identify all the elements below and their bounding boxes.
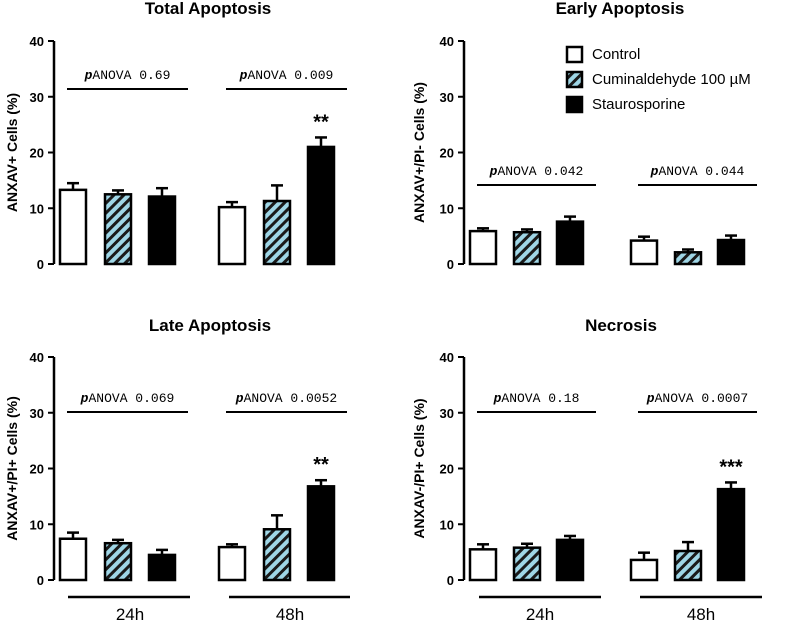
anova-text: ANOVA 0.0052 bbox=[244, 391, 338, 406]
y-tick-label: 40 bbox=[30, 34, 44, 49]
y-tick-label: 30 bbox=[30, 406, 44, 421]
y-tick-label: 10 bbox=[30, 517, 44, 532]
group-label-48h-left: 48h bbox=[276, 605, 304, 624]
panel-late-apoptosis: Late Apoptosis ANXAV+/PI+ Cells (%) 0 10 20 3… bbox=[4, 316, 347, 588]
bar-cuminaldehyde-48h bbox=[673, 549, 703, 582]
y-tick-label: 20 bbox=[440, 146, 454, 161]
bar-cuminaldehyde-24h bbox=[103, 541, 133, 582]
bar-staurosporine-48h bbox=[716, 487, 746, 582]
anova-p-symbol: p bbox=[239, 68, 248, 83]
y-tick-label: 30 bbox=[440, 406, 454, 421]
group-label-24h-left: 24h bbox=[116, 605, 144, 624]
anova-label: pANOVA 0.18 bbox=[493, 391, 580, 406]
significance-marker: ** bbox=[313, 454, 329, 476]
chart-title: Necrosis bbox=[585, 316, 657, 335]
panel-total-apoptosis: Total Apoptosis ANXAV+ Cells (%) 0 10 20 30 40… bbox=[4, 0, 347, 272]
anova-p-symbol: p bbox=[235, 391, 244, 406]
anova-label: pANOVA 0.69 bbox=[84, 68, 171, 83]
legend-label-cuminaldehyde: Cuminaldehyde 100 µM bbox=[592, 71, 751, 88]
bar-cuminaldehyde-24h bbox=[512, 546, 542, 582]
bar-control-24h bbox=[468, 548, 498, 582]
y-tick-label: 0 bbox=[447, 257, 454, 272]
y-tick-label: 40 bbox=[440, 34, 454, 49]
bar-control-48h bbox=[217, 545, 247, 582]
legend-swatch-staurosporine bbox=[565, 95, 584, 114]
legend-swatch-cuminaldehyde bbox=[565, 70, 584, 89]
bar-control-24h bbox=[58, 188, 88, 266]
group-axis-right: 24h 48h bbox=[479, 595, 762, 624]
legend-swatch-control bbox=[565, 45, 584, 64]
bar-staurosporine-24h bbox=[555, 220, 585, 266]
anova-label: pANOVA 0.0052 bbox=[235, 391, 337, 406]
anova-p-symbol: p bbox=[489, 164, 498, 179]
y-tick-label: 10 bbox=[440, 201, 454, 216]
anova-label: pANOVA 0.042 bbox=[489, 164, 584, 179]
panel-early-apoptosis: Early Apoptosis ANXAV+/PI- Cells (%) 0 10 20… bbox=[411, 0, 757, 272]
y-tick-label: 10 bbox=[30, 201, 44, 216]
bar-cuminaldehyde-48h bbox=[262, 528, 292, 582]
bar-cuminaldehyde-24h bbox=[103, 193, 133, 266]
anova-p-symbol: p bbox=[646, 391, 655, 406]
y-axis-label: ANXAV+/PI+ Cells (%) bbox=[4, 396, 20, 540]
bar-staurosporine-48h bbox=[306, 145, 336, 266]
group-axis-left: 24h 48h bbox=[68, 595, 350, 624]
y-tick-label: 40 bbox=[30, 350, 44, 365]
bar-staurosporine-24h bbox=[555, 538, 585, 582]
y-tick-label: 30 bbox=[440, 90, 454, 105]
y-tick-label: 0 bbox=[37, 573, 44, 588]
anova-text: ANOVA 0.0007 bbox=[655, 391, 749, 406]
anova-p-symbol: p bbox=[84, 68, 93, 83]
significance-marker: *** bbox=[719, 456, 743, 478]
bar-staurosporine-48h bbox=[716, 238, 746, 266]
chart-title: Total Apoptosis bbox=[145, 0, 272, 18]
legend-label-control: Control bbox=[592, 46, 640, 63]
y-axis-label: ANXAV+ Cells (%) bbox=[4, 93, 20, 212]
bar-control-48h bbox=[629, 558, 659, 582]
significance-marker: ** bbox=[313, 111, 329, 133]
y-tick-label: 0 bbox=[37, 257, 44, 272]
anova-p-symbol: p bbox=[493, 391, 502, 406]
anova-text: ANOVA 0.009 bbox=[247, 68, 333, 83]
anova-text: ANOVA 0.069 bbox=[88, 391, 174, 406]
chart-title: Early Apoptosis bbox=[556, 0, 685, 18]
y-tick-label: 0 bbox=[447, 573, 454, 588]
y-axis-label: ANXAV-/PI+ Cells (%) bbox=[411, 398, 427, 538]
group-label-24h-right: 24h bbox=[526, 605, 554, 624]
anova-p-symbol: p bbox=[80, 391, 89, 406]
anova-label: pANOVA 0.009 bbox=[239, 68, 334, 83]
anova-label: pANOVA 0.069 bbox=[80, 391, 175, 406]
chart-title: Late Apoptosis bbox=[149, 316, 271, 335]
y-axis-label: ANXAV+/PI- Cells (%) bbox=[411, 82, 427, 223]
anova-text: ANOVA 0.042 bbox=[497, 164, 583, 179]
bar-cuminaldehyde-48h bbox=[673, 251, 703, 266]
y-tick-label: 10 bbox=[440, 517, 454, 532]
bar-staurosporine-24h bbox=[147, 553, 177, 582]
y-tick-label: 20 bbox=[440, 462, 454, 477]
bar-cuminaldehyde-24h bbox=[512, 230, 542, 266]
anova-label: pANOVA 0.0007 bbox=[646, 391, 748, 406]
bar-staurosporine-48h bbox=[306, 485, 336, 582]
legend: Control Cuminaldehyde 100 µM Staurospori… bbox=[565, 45, 751, 114]
group-label-48h-right: 48h bbox=[687, 605, 715, 624]
bar-control-48h bbox=[629, 239, 659, 266]
legend-label-staurosporine: Staurosporine bbox=[592, 96, 685, 113]
y-tick-label: 20 bbox=[30, 462, 44, 477]
anova-p-symbol: p bbox=[650, 164, 659, 179]
bar-control-48h bbox=[217, 205, 247, 266]
y-tick-label: 30 bbox=[30, 90, 44, 105]
y-tick-label: 20 bbox=[30, 146, 44, 161]
anova-label: pANOVA 0.044 bbox=[650, 164, 745, 179]
bar-control-24h bbox=[58, 537, 88, 582]
anova-text: ANOVA 0.044 bbox=[658, 164, 744, 179]
bar-cuminaldehyde-48h bbox=[262, 199, 292, 266]
bar-control-24h bbox=[468, 229, 498, 266]
anova-text: ANOVA 0.69 bbox=[92, 68, 170, 83]
bar-staurosporine-24h bbox=[147, 195, 177, 266]
y-tick-label: 40 bbox=[440, 350, 454, 365]
anova-text: ANOVA 0.18 bbox=[501, 391, 579, 406]
